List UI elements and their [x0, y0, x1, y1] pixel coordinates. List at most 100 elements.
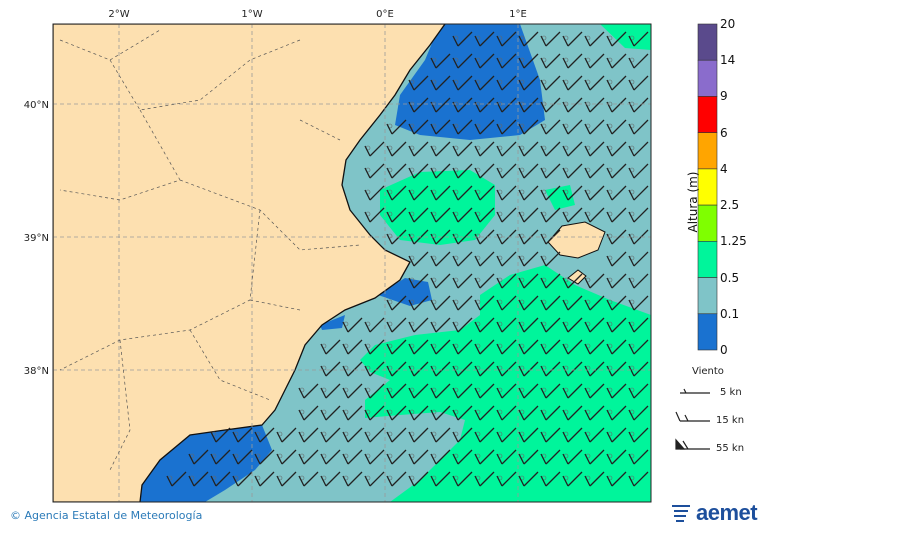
- wind-barb: [628, 405, 649, 421]
- colorbar-tick-label: 4: [720, 161, 728, 176]
- wind-barb: [320, 449, 341, 465]
- barb-55kn-icon: [680, 440, 710, 450]
- wind-barb: [562, 31, 583, 47]
- wind-barb: [562, 405, 583, 421]
- wind-barb: [628, 295, 649, 311]
- wind-barb: [540, 31, 561, 47]
- wind-barb: [364, 141, 385, 157]
- wind-barb: [606, 339, 627, 355]
- wind-barb: [386, 471, 407, 487]
- wind-barb: [452, 471, 473, 487]
- lat-tick-label: 40°N: [24, 100, 49, 111]
- colorbar-tick-label: 20: [720, 17, 736, 31]
- wind-barb: [408, 273, 429, 289]
- wind-barb: [584, 427, 605, 443]
- wind-barb: [606, 53, 627, 69]
- colorbar-segment: [697, 23, 718, 61]
- wind-barb: [342, 471, 363, 487]
- wind-barb: [430, 185, 451, 201]
- wind-barb: [606, 75, 627, 91]
- wind-barb: [540, 427, 561, 443]
- wind-barb: [408, 185, 429, 201]
- wind-barb: [518, 119, 539, 135]
- colorbar-tick-label: 0.1: [720, 306, 740, 321]
- wind-barb: [364, 383, 385, 399]
- colorbar-segment: [697, 132, 718, 170]
- wind-barb: [496, 295, 517, 311]
- wind-barb: [364, 361, 385, 377]
- wind-barb: [320, 471, 341, 487]
- wind-barb: [430, 317, 451, 333]
- wind-barb: [452, 295, 473, 311]
- wind-barb: [584, 317, 605, 333]
- wind-barb: [452, 163, 473, 179]
- wind-barb: [408, 339, 429, 355]
- wind-barb: [474, 339, 495, 355]
- wind-barb: [320, 405, 341, 421]
- wind-barb: [386, 427, 407, 443]
- wind-barb: [474, 317, 495, 333]
- colorbar-segment: [697, 277, 718, 315]
- wind-barb: [276, 449, 297, 465]
- wind-barb: [430, 383, 451, 399]
- wind-barb: [408, 361, 429, 377]
- wind-barb: [628, 339, 649, 355]
- wind-barb: [386, 449, 407, 465]
- wind-barb: [540, 471, 561, 487]
- wind-barb: [628, 427, 649, 443]
- wind-barb: [342, 405, 363, 421]
- wind-barb: [606, 185, 627, 201]
- wind-barb: [276, 427, 297, 443]
- wind-barb: [562, 317, 583, 333]
- wind-barb: [540, 119, 561, 135]
- lon-tick-label: 1°W: [241, 9, 262, 20]
- wind-barb: [496, 75, 517, 91]
- wind-barb: [474, 53, 495, 69]
- wind-barb: [364, 163, 385, 179]
- colorbar-tick-label: 0: [720, 343, 728, 357]
- sea-region-low: [320, 315, 345, 330]
- wind-barb: [518, 163, 539, 179]
- wind-barb: [606, 251, 627, 267]
- wind-barb: [518, 405, 539, 421]
- wind-barb: [474, 119, 495, 135]
- graticule: [53, 24, 651, 502]
- wind-barb: [386, 405, 407, 421]
- wind-barb: [606, 317, 627, 333]
- wind-legend-title: Viento: [692, 366, 724, 377]
- wind-barb: [188, 449, 209, 465]
- wind-barb: [540, 75, 561, 91]
- wind-barb: [430, 75, 451, 91]
- wind-barb: [210, 449, 231, 465]
- wind-barb: [474, 405, 495, 421]
- barb-15kn-icon: [675, 411, 710, 422]
- wind-barb: [430, 449, 451, 465]
- wind-barb: [452, 427, 473, 443]
- wind-barb: [254, 471, 275, 487]
- wind-barb: [496, 383, 517, 399]
- wind-barb: [232, 427, 253, 443]
- wind-barb: [474, 207, 495, 223]
- wind-barb: [364, 207, 385, 223]
- wind-barb: [430, 295, 451, 311]
- sea-region-mid: [600, 24, 651, 50]
- wind-barb: [496, 163, 517, 179]
- aemet-logo-icon: [672, 505, 690, 522]
- wind-barb: [562, 53, 583, 69]
- wind-barb: [232, 449, 253, 465]
- wind-barb: [540, 383, 561, 399]
- wind-barb: [584, 119, 605, 135]
- wind-barb: [364, 339, 385, 355]
- wind-barb: [320, 383, 341, 399]
- wind-barb: [562, 295, 583, 311]
- lon-tick-label: 2°W: [108, 9, 129, 20]
- wind-barb: [496, 361, 517, 377]
- wind-barb: [298, 405, 319, 421]
- wind-barb: [342, 427, 363, 443]
- wind-barb: [430, 273, 451, 289]
- wind-barb: [452, 273, 473, 289]
- wind-barb: [452, 339, 473, 355]
- lat-tick-label: 38°N: [24, 366, 49, 377]
- wind-barb: [562, 361, 583, 377]
